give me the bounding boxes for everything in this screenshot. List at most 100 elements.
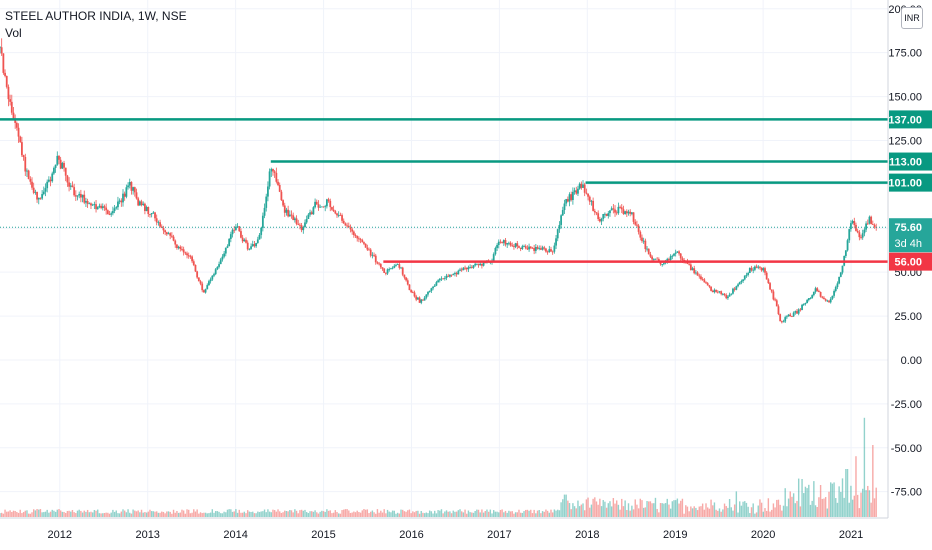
volume-bar: [858, 508, 861, 517]
candle-body: [727, 296, 729, 299]
grid-lines: [0, 0, 888, 518]
volume-bar: [22, 512, 25, 517]
candle-body: [238, 226, 241, 232]
price-axis-background[interactable]: [888, 0, 932, 550]
volume-indicator-label[interactable]: Vol: [5, 26, 22, 40]
candle-body: [711, 290, 714, 293]
volume-bar: [417, 510, 419, 517]
candle-body: [9, 99, 12, 102]
candle-body: [177, 246, 180, 249]
volume-bar: [799, 506, 802, 517]
volume-bar: [622, 506, 625, 517]
candle-body: [170, 235, 173, 237]
volume-bar: [31, 512, 33, 517]
volume-bar: [683, 513, 685, 517]
level-price-tag-label: 137.00: [888, 114, 922, 126]
volume-bar: [289, 510, 291, 517]
volume-bar: [578, 506, 581, 517]
candle-body: [546, 251, 549, 253]
level-price-tag-background: [889, 173, 932, 192]
candle-body: [632, 212, 635, 222]
candle-body: [669, 256, 672, 260]
volume-bar: [752, 503, 754, 517]
candle-body: [496, 245, 498, 248]
candle-body: [194, 264, 197, 272]
volume-bar: [442, 513, 444, 517]
candle-body: [208, 281, 210, 286]
candle-body: [390, 268, 392, 270]
candle-body: [789, 314, 792, 317]
time-axis-background[interactable]: [0, 518, 888, 550]
volume-bar: [230, 509, 232, 517]
candle-body: [607, 213, 610, 216]
volume-bar: [102, 513, 104, 517]
candle-body: [250, 246, 252, 249]
volume-bar: [718, 508, 721, 517]
volume-bar: [363, 509, 365, 517]
candle-body: [83, 194, 86, 203]
volume-bar: [317, 513, 320, 517]
volume-bar: [390, 512, 392, 517]
volume-bar: [368, 513, 370, 517]
volume-bar: [774, 507, 776, 517]
volume-bar: [663, 503, 665, 517]
candle-body: [260, 227, 263, 235]
volume-bar: [491, 513, 493, 517]
volume-bar: [715, 509, 717, 517]
volume-bar: [690, 506, 692, 517]
candle-body: [459, 269, 461, 271]
symbol-title[interactable]: STEEL AUTHOR INDIA, 1W, NSE: [5, 9, 187, 23]
candle-body: [297, 223, 300, 225]
candle-body: [600, 218, 603, 222]
volume-bar: [112, 509, 114, 517]
volume-bar: [841, 478, 844, 517]
candle-body: [718, 291, 721, 293]
candle-body: [595, 212, 598, 214]
volume-bar: [214, 511, 217, 517]
candle-body: [580, 183, 583, 188]
volume-bar: [557, 509, 559, 517]
volume-bar: [125, 512, 128, 517]
candle-body: [74, 195, 77, 197]
volume-bar: [686, 506, 689, 517]
volume-bar: [489, 509, 492, 517]
candle-body: [573, 190, 576, 192]
candle-body: [737, 284, 739, 287]
volume-bar: [674, 500, 677, 517]
currency-button[interactable]: INR: [901, 7, 923, 29]
candle-body: [598, 219, 601, 222]
candle-body: [422, 299, 424, 301]
candle-body: [779, 314, 782, 322]
volume-bar: [61, 511, 64, 517]
candle-body: [300, 225, 303, 231]
candle-body: [440, 278, 443, 280]
candle-body: [802, 304, 805, 305]
candle-body: [575, 190, 578, 194]
candle-body: [492, 254, 495, 261]
candle-body: [293, 218, 296, 221]
volume-bar: [19, 509, 21, 517]
candle-body: [853, 220, 856, 226]
volume-bar: [823, 498, 825, 517]
candle-body: [651, 256, 653, 260]
candle-body: [597, 213, 600, 220]
candle-body: [811, 295, 814, 299]
candle-body: [179, 246, 182, 250]
volume-bar: [407, 510, 409, 517]
candle-body: [241, 237, 244, 242]
candle-body: [609, 210, 611, 214]
candle-body: [465, 267, 468, 270]
candle-body: [723, 293, 726, 296]
candle-body: [610, 208, 613, 211]
candle-body: [534, 247, 537, 251]
candle-body: [644, 240, 647, 250]
volume-bar: [258, 512, 261, 517]
candle-body: [529, 246, 532, 249]
volume-bar: [627, 503, 630, 517]
candle-body: [585, 192, 588, 194]
volume-bar: [78, 509, 80, 517]
volume-bar: [36, 509, 38, 517]
candle-body: [277, 181, 279, 185]
candle-body: [745, 274, 748, 276]
